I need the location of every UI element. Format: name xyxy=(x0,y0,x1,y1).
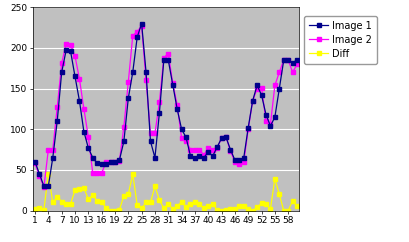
Diff xyxy=(81,186,86,189)
Image 1 xyxy=(32,160,37,163)
Image 1 xyxy=(121,140,126,143)
Image 1 xyxy=(112,160,117,163)
Image 2 xyxy=(121,125,126,128)
Diff xyxy=(117,208,121,211)
Diff xyxy=(294,205,299,208)
Image 1 xyxy=(294,59,299,61)
Legend: Image 1, Image 2, Diff: Image 1, Image 2, Diff xyxy=(303,16,376,64)
Image 2 xyxy=(139,24,144,27)
Line: Image 2: Image 2 xyxy=(33,24,298,189)
Image 2 xyxy=(103,160,108,163)
Image 1 xyxy=(205,151,210,153)
Image 1 xyxy=(139,22,144,25)
Diff xyxy=(130,173,135,175)
Image 2 xyxy=(41,186,46,189)
Image 2 xyxy=(294,63,299,66)
Image 2 xyxy=(126,81,130,83)
Diff xyxy=(32,207,37,210)
Line: Diff: Diff xyxy=(33,172,298,212)
Image 1 xyxy=(41,185,46,188)
Image 2 xyxy=(32,162,37,165)
Image 2 xyxy=(205,146,210,149)
Line: Image 1: Image 1 xyxy=(33,22,298,188)
Diff xyxy=(205,205,210,208)
Diff xyxy=(46,173,51,175)
Image 2 xyxy=(81,107,86,110)
Diff xyxy=(126,193,130,196)
Image 1 xyxy=(126,97,130,100)
Image 2 xyxy=(112,160,117,163)
Diff xyxy=(108,209,113,212)
Image 1 xyxy=(103,163,108,166)
Diff xyxy=(103,207,108,210)
Image 1 xyxy=(81,130,86,133)
